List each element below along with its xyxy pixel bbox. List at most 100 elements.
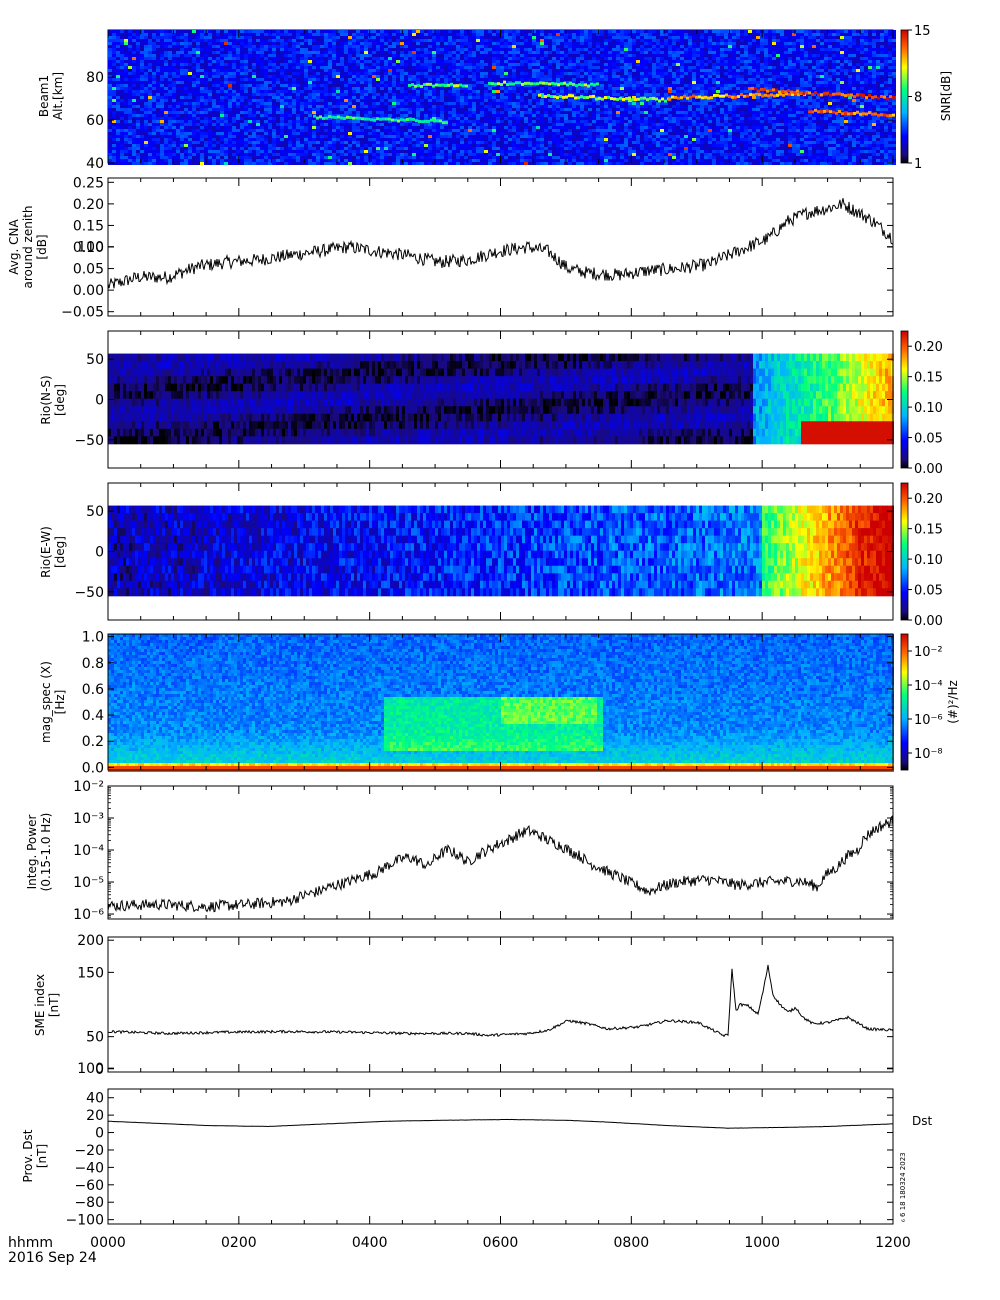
heatmap-cell [672, 78, 676, 81]
heatmap-cell [620, 60, 624, 63]
heatmap-cell [624, 60, 628, 63]
heatmap-cell [828, 39, 832, 42]
heatmap-cell [200, 30, 204, 33]
heatmap-cell [828, 33, 832, 36]
heatmap-cell [348, 69, 352, 72]
heatmap-cell [824, 90, 828, 93]
heatmap-cell [656, 96, 660, 99]
heatmap-cell [888, 93, 892, 96]
heatmap-cell [300, 78, 304, 81]
heatmap-cell [468, 45, 472, 48]
heatmap-cell [808, 42, 812, 45]
heatmap-cell [860, 66, 864, 69]
heatmap-cell [184, 36, 188, 39]
heatmap-cell [680, 81, 684, 84]
heatmap-cell [380, 51, 384, 54]
heatmap-cell [820, 66, 824, 69]
heatmap-cell [348, 33, 352, 36]
heatmap-cell [572, 69, 576, 72]
heatmap-cell [816, 51, 820, 54]
heatmap-cell [116, 72, 120, 75]
heatmap-cell [844, 78, 848, 81]
heatmap-cell [880, 63, 884, 66]
heatmap-cell [692, 87, 696, 90]
heatmap-cell [308, 105, 312, 108]
heatmap-cell [184, 75, 188, 78]
heatmap-cell [280, 75, 284, 78]
heatmap-cell [120, 99, 124, 102]
heatmap-cell [528, 93, 532, 96]
heatmap-cell [832, 72, 836, 75]
heatmap-cell [376, 99, 380, 102]
heatmap-cell [144, 81, 148, 84]
heatmap-cell [368, 102, 372, 105]
heatmap-cell [120, 81, 124, 84]
heatmap-cell [868, 90, 872, 93]
heatmap-cell [608, 60, 612, 63]
heatmap-cell [860, 63, 864, 66]
heatmap-cell [776, 45, 780, 48]
heatmap-cell [464, 81, 468, 84]
heatmap-cell [432, 93, 436, 96]
heatmap-cell [216, 81, 220, 84]
heatmap-cell [532, 42, 536, 45]
heatmap-cell [516, 90, 520, 93]
heatmap-cell [320, 60, 324, 63]
heatmap-cell [412, 93, 416, 96]
heatmap-cell [184, 96, 188, 99]
heatmap-cell [804, 96, 808, 99]
heatmap-cell [268, 48, 272, 51]
heatmap-cell [524, 45, 528, 48]
heatmap-cell [496, 102, 500, 105]
heatmap-cell [476, 45, 480, 48]
heatmap-cell [328, 63, 332, 66]
heatmap-cell [480, 33, 484, 36]
heatmap-cell [328, 93, 332, 96]
heatmap-cell [420, 54, 424, 57]
heatmap-cell [208, 63, 212, 66]
heatmap-cell [172, 72, 176, 75]
heatmap-cell [564, 63, 568, 66]
heatmap-cell [736, 54, 740, 57]
heatmap-cell [728, 36, 732, 39]
heatmap-cell [268, 30, 272, 33]
heatmap-cell [524, 66, 528, 69]
heatmap-cell [296, 87, 300, 90]
heatmap-cell [844, 66, 848, 69]
heatmap-cell [144, 102, 148, 105]
heatmap-cell [644, 84, 648, 87]
heatmap-cell [780, 42, 784, 45]
heatmap-cell [604, 39, 608, 42]
heatmap-cell [544, 84, 548, 87]
heatmap-cell [312, 87, 316, 90]
heatmap-cell [408, 75, 412, 78]
heatmap-cell [204, 42, 208, 45]
heatmap-cell [188, 81, 192, 84]
heatmap-cell [632, 54, 636, 57]
heatmap-cell [524, 84, 528, 87]
heatmap-cell [220, 57, 224, 60]
heatmap-cell [884, 102, 888, 105]
heatmap-cell [388, 81, 392, 84]
heatmap-cell [788, 66, 792, 69]
heatmap-cell [436, 30, 440, 33]
heatmap-cell [504, 54, 508, 57]
heatmap-cell [372, 102, 376, 105]
heatmap-cell [444, 72, 448, 75]
heatmap-cell [284, 33, 288, 36]
heatmap-cell [840, 87, 844, 90]
heatmap-cell [208, 69, 212, 72]
heatmap-cell [680, 69, 684, 72]
heatmap-cell [308, 48, 312, 51]
heatmap-cell [872, 102, 876, 105]
heatmap-cell [512, 96, 516, 99]
heatmap-cell [308, 96, 312, 99]
heatmap-cell [592, 69, 596, 72]
heatmap-cell [848, 54, 852, 57]
heatmap-cell [264, 51, 268, 54]
heatmap-cell [584, 33, 588, 36]
heatmap-cell [852, 90, 856, 93]
heatmap-cell [820, 69, 824, 72]
heatmap-cell [188, 87, 192, 90]
heatmap-cell [172, 39, 176, 42]
